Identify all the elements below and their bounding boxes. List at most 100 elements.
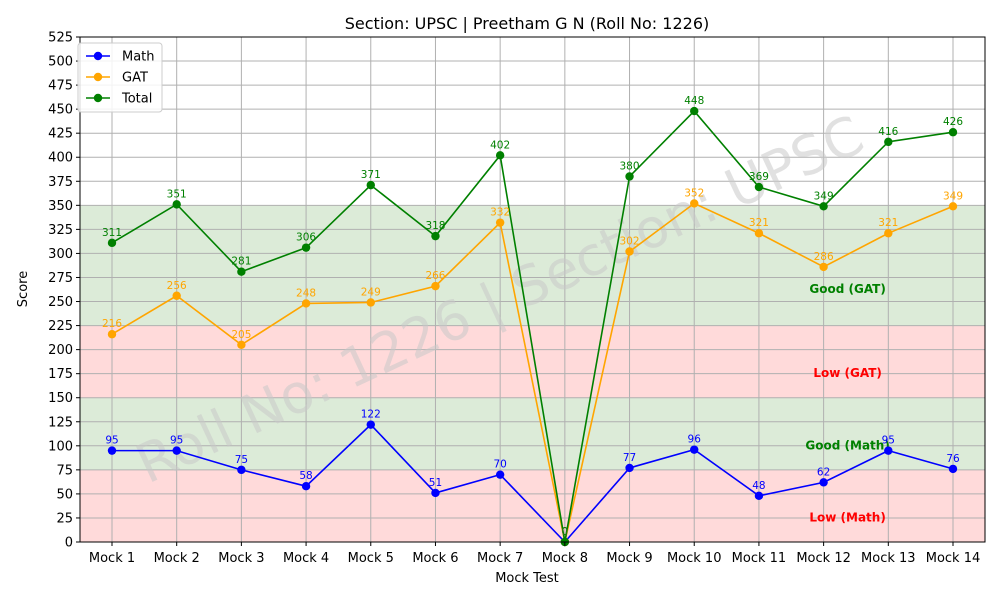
total-data-label: 380 xyxy=(620,160,640,172)
gat-point xyxy=(754,229,764,238)
math-point xyxy=(690,445,699,454)
x-tick-label: Mock 13 xyxy=(861,551,916,566)
math-point xyxy=(819,478,828,487)
total-data-label: 371 xyxy=(361,169,381,181)
math-point xyxy=(495,470,505,479)
total-data-label: 416 xyxy=(878,126,898,138)
total-point xyxy=(625,172,634,181)
y-tick-label: 50 xyxy=(56,487,73,502)
gat-data-label: 321 xyxy=(749,217,769,229)
y-tick-label: 500 xyxy=(48,55,73,70)
total-data-label: 318 xyxy=(425,220,445,232)
math-data-label: 58 xyxy=(299,470,312,482)
total-point xyxy=(301,243,311,252)
y-tick-label: 225 xyxy=(48,319,73,334)
total-data-label: 306 xyxy=(296,232,316,244)
math-point xyxy=(172,446,181,455)
x-tick-label: Mock 2 xyxy=(154,551,200,566)
y-tick-label: 325 xyxy=(48,223,73,238)
plot-frame xyxy=(79,36,986,543)
total-data-label: 311 xyxy=(102,227,122,239)
total-point xyxy=(366,180,375,190)
math-data-label: 95 xyxy=(105,435,118,447)
gat-point xyxy=(237,340,246,350)
total-point xyxy=(690,106,699,116)
math-data-label: 51 xyxy=(429,477,442,489)
math-data-label: 96 xyxy=(688,434,702,446)
y-tick-label: 0 xyxy=(65,536,73,551)
legend-math-marker xyxy=(93,51,103,61)
gat-point xyxy=(172,291,181,300)
gat-data-label: 321 xyxy=(878,217,898,229)
gat-data-label: 352 xyxy=(684,187,704,199)
math-data-label: 62 xyxy=(817,466,830,478)
total-data-label: 0 xyxy=(562,526,569,538)
gat-data-label: 205 xyxy=(231,329,251,341)
band-labels: Low (Math) Good (Math) Low (GAT) Good (GAT) xyxy=(805,282,889,524)
gat-data-label: 249 xyxy=(361,286,381,298)
legend-gat-label: GAT xyxy=(122,71,148,86)
math-data-label: 0 xyxy=(562,526,569,538)
math-data-label: 95 xyxy=(170,435,183,447)
y-axis-ticks: 0 25 50 75 100 125 150 175 200 225 250 275 300 325 350… xyxy=(48,31,80,551)
band-label: Low (Math) xyxy=(809,510,885,524)
y-tick-label: 150 xyxy=(48,391,73,406)
math-point xyxy=(948,464,958,474)
total-data-label: 448 xyxy=(684,95,704,107)
y-tick-label: 75 xyxy=(56,463,73,478)
gat-point xyxy=(495,218,505,227)
total-data-label: 351 xyxy=(167,188,187,200)
total-data-label: 281 xyxy=(231,256,251,268)
y-tick-label: 175 xyxy=(48,367,73,382)
total-point xyxy=(172,200,181,209)
x-tick-label: Mock 4 xyxy=(283,551,329,566)
total-point xyxy=(754,182,764,192)
total-data-label: 426 xyxy=(943,116,963,128)
y-tick-label: 300 xyxy=(48,247,73,262)
y-tick-label: 425 xyxy=(48,127,73,142)
chart-title: Section: UPSC | Preetham G N (Roll No: 1… xyxy=(345,14,709,33)
total-point xyxy=(948,128,958,137)
y-tick-label: 250 xyxy=(48,295,73,310)
math-point xyxy=(431,488,440,498)
gat-data-label: 266 xyxy=(425,270,445,282)
band-label: Low (GAT) xyxy=(813,366,882,380)
x-tick-label: Mock 1 xyxy=(89,551,135,566)
x-tick-label: Mock 8 xyxy=(542,551,588,566)
legend-gat-marker xyxy=(93,72,103,82)
y-tick-label: 400 xyxy=(48,151,73,166)
math-data-label: 48 xyxy=(752,480,765,492)
y-tick-label: 350 xyxy=(48,199,73,214)
math-point xyxy=(754,491,764,501)
total-point xyxy=(819,202,828,211)
y-tick-label: 525 xyxy=(48,31,73,46)
total-point xyxy=(495,151,505,160)
math-point xyxy=(237,465,246,475)
total-point xyxy=(431,231,440,241)
total-line xyxy=(111,109,954,543)
band-1 xyxy=(80,397,985,470)
x-tick-label: Mock 14 xyxy=(926,551,981,566)
gat-point xyxy=(625,247,634,256)
legend: Math GAT Total xyxy=(77,42,163,113)
band-2 xyxy=(80,325,985,398)
legend-math-label: Math xyxy=(122,50,155,65)
math-point xyxy=(366,420,375,429)
gat-data-label: 332 xyxy=(490,207,510,219)
x-tick-label: Mock 7 xyxy=(477,551,523,566)
total-point xyxy=(884,137,893,147)
y-axis-label: Score xyxy=(16,271,31,307)
gat-data-label: 286 xyxy=(814,251,834,263)
math-point xyxy=(884,446,893,455)
gat-data-label: 248 xyxy=(296,287,316,299)
x-axis-ticks: Mock 1 Mock 2 Mock 3 Mock 4 Mock 5 Mock 6 Mock… xyxy=(89,542,980,566)
gat-data-label: 256 xyxy=(167,280,187,292)
x-tick-label: Mock 5 xyxy=(348,551,394,566)
math-data-label: 75 xyxy=(235,454,248,466)
total-data-label: 349 xyxy=(814,190,834,202)
gat-line xyxy=(111,202,954,543)
math-point xyxy=(625,463,634,473)
gat-point xyxy=(301,299,311,308)
